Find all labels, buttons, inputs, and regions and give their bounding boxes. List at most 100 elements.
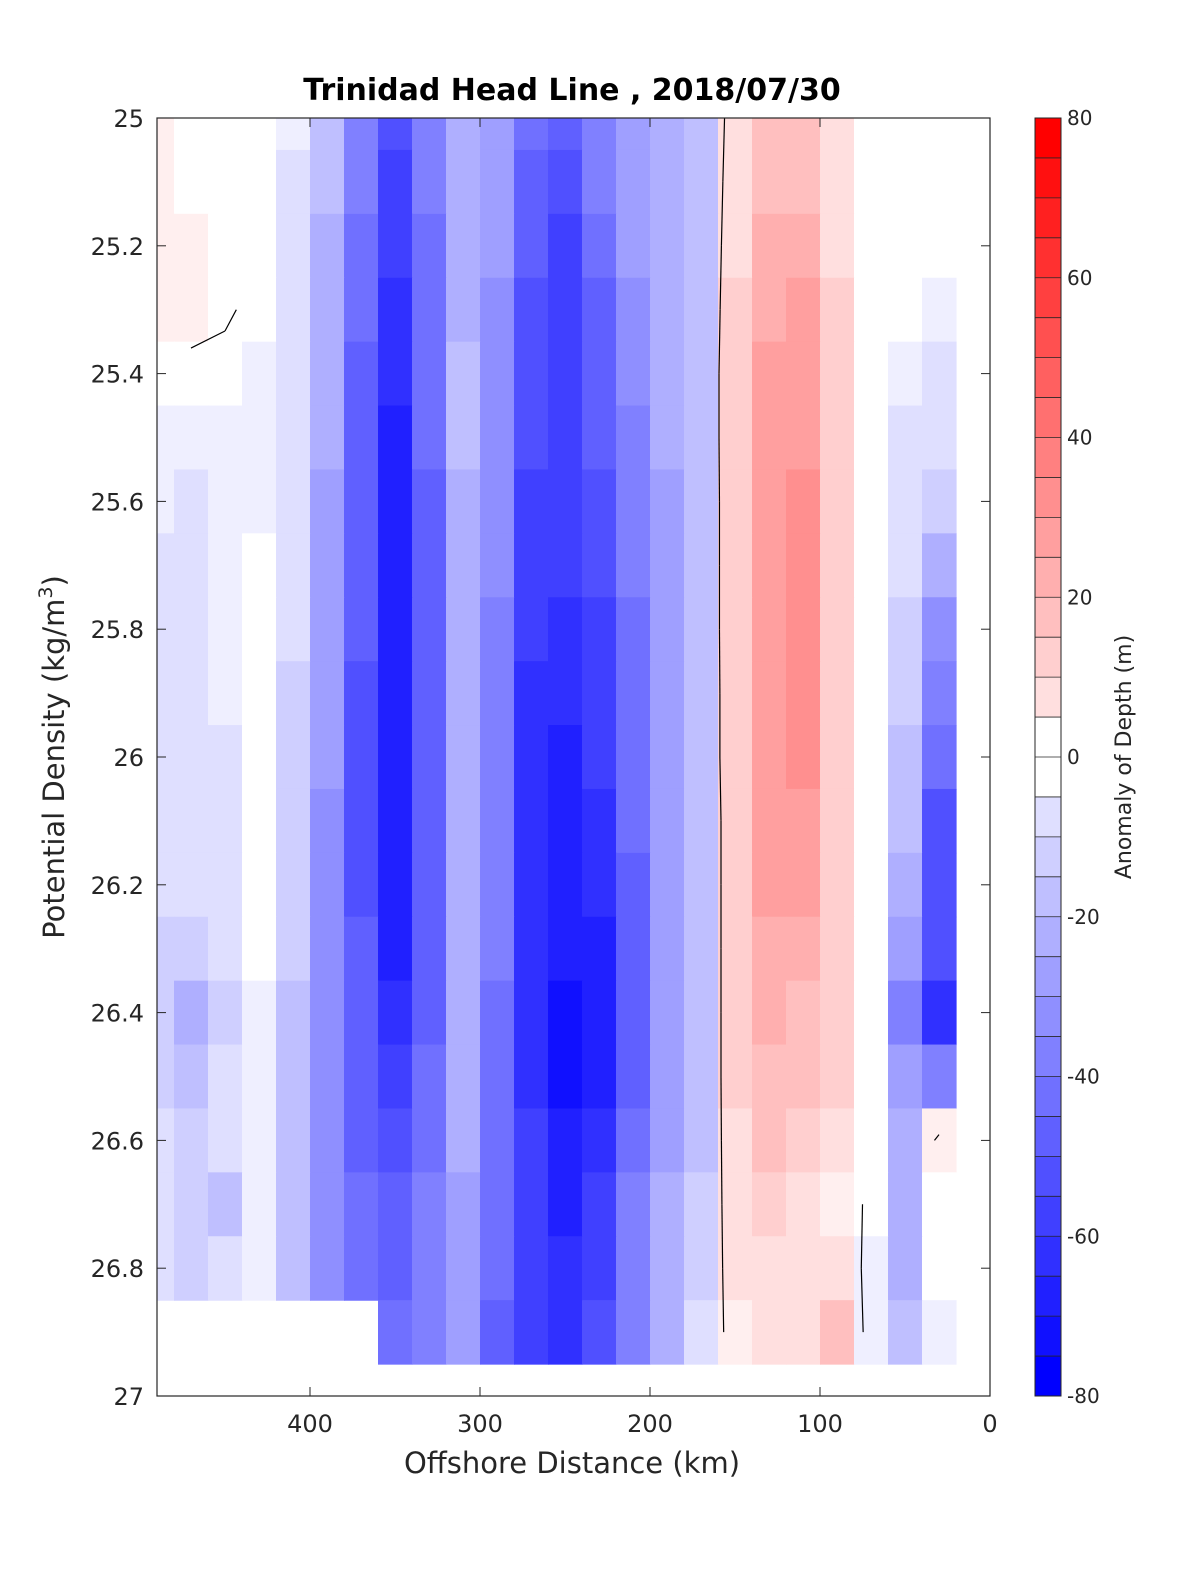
y-axis-label: Potential Density (kg/m3) [35, 575, 71, 939]
heatmap-cell [548, 213, 583, 279]
heatmap-cell [310, 1044, 345, 1110]
heatmap-cell [242, 597, 277, 662]
heatmap-cell [242, 852, 277, 918]
heatmap-cell [684, 1044, 719, 1110]
heatmap-cell [650, 1172, 685, 1237]
heatmap-cell [412, 597, 447, 662]
heatmap-cell [582, 916, 617, 982]
colorbar-segment [1035, 557, 1061, 598]
heatmap-cell [412, 213, 447, 279]
heatmap-cell [786, 725, 821, 790]
heatmap-cell [752, 1172, 787, 1237]
heatmap-cell [616, 149, 651, 215]
heatmap-cell [344, 661, 379, 726]
heatmap-cell [820, 1236, 855, 1301]
heatmap-cell [276, 1044, 311, 1110]
colorbar-segment [1035, 477, 1061, 518]
heatmap-cell [922, 1172, 957, 1237]
heatmap-cell [888, 1172, 923, 1237]
heatmap-cell [446, 118, 481, 151]
heatmap-cell [514, 277, 549, 343]
heatmap-cell [446, 149, 481, 215]
heatmap-cell [412, 852, 447, 918]
heatmap-cell [378, 533, 413, 598]
colorbar-segment [1035, 197, 1061, 239]
heatmap-cell [684, 1172, 719, 1237]
heatmap-cell [344, 597, 379, 662]
heatmap-cell [820, 1172, 855, 1237]
heatmap-cell [582, 725, 617, 790]
heatmap-cell [446, 852, 481, 918]
heatmap-cell [480, 533, 515, 598]
heatmap-cell [514, 1300, 549, 1365]
heatmap-cell [582, 852, 617, 918]
heatmap-cell [888, 725, 923, 790]
heatmap-cell [310, 1172, 345, 1237]
heatmap-cell [208, 661, 243, 726]
heatmap-cell [786, 852, 821, 918]
heatmap-cell [718, 213, 753, 279]
heatmap-cell [752, 788, 787, 854]
heatmap-cell [888, 213, 923, 279]
heatmap-cell [242, 149, 277, 215]
heatmap-cell [276, 980, 311, 1046]
heatmap-cell [208, 852, 243, 918]
heatmap-cell [582, 1108, 617, 1173]
heatmap-cell [922, 1044, 957, 1110]
heatmap-cell [684, 661, 719, 726]
heatmap-cell [276, 852, 311, 918]
heatmap-cell [684, 1236, 719, 1301]
heatmap-cell [888, 1108, 923, 1173]
heatmap-cell [718, 852, 753, 918]
heatmap-cell [276, 213, 311, 279]
heatmap-cell [582, 1172, 617, 1237]
heatmap-cell [888, 1300, 923, 1365]
heatmap-cell [854, 1300, 889, 1365]
heatmap-cell [854, 1108, 889, 1173]
heatmap-cell [174, 980, 209, 1046]
heatmap-cell [718, 661, 753, 726]
heatmap-cell [548, 1108, 583, 1173]
heatmap-cell [344, 149, 379, 215]
heatmap-cell [174, 916, 209, 982]
colorbar-frame [1034, 117, 1062, 1397]
heatmap-cell [888, 916, 923, 982]
heatmap-cell [616, 1108, 651, 1173]
heatmap-cell [446, 725, 481, 790]
heatmap-cell [922, 597, 957, 662]
heatmap-cell [242, 1044, 277, 1110]
heatmap-cell [514, 405, 549, 471]
heatmap-cell [718, 1108, 753, 1173]
heatmap-cell [786, 118, 821, 151]
x-axis-label: Offshore Distance (km) [404, 1446, 740, 1480]
heatmap-cell [514, 852, 549, 918]
heatmap-cell [786, 1172, 821, 1237]
heatmap-cell [718, 469, 753, 534]
x-axis: 400 300 200 100 0 [287, 118, 998, 1438]
heatmap-cell [786, 213, 821, 279]
colorbar-tick-label: 60 [1067, 266, 1092, 290]
heatmap-cell [344, 980, 379, 1046]
heatmap-cell [412, 1108, 447, 1173]
heatmap-cell [854, 852, 889, 918]
heatmap-cell [888, 118, 923, 151]
heatmap-cell [650, 1300, 685, 1365]
heatmap-cell [157, 1044, 175, 1110]
heatmap-cell [820, 118, 855, 151]
heatmap-cell [582, 341, 617, 407]
heatmap-cell [514, 533, 549, 598]
heatmap-cell [616, 1172, 651, 1237]
heatmap-cell [548, 597, 583, 662]
heatmap-cell [514, 916, 549, 982]
colorbar-segment [1035, 1356, 1061, 1397]
contour-segment [720, 181, 724, 246]
heatmap-cell [718, 405, 753, 471]
heatmap-cell [174, 1236, 209, 1301]
y-tick-label: 26.8 [91, 1255, 144, 1283]
heatmap-cell [208, 916, 243, 982]
heatmap-cell [344, 852, 379, 918]
heatmap-cell [157, 661, 175, 726]
heatmap-cell [684, 277, 719, 343]
heatmap-cell [344, 341, 379, 407]
heatmap-cell [854, 533, 889, 598]
